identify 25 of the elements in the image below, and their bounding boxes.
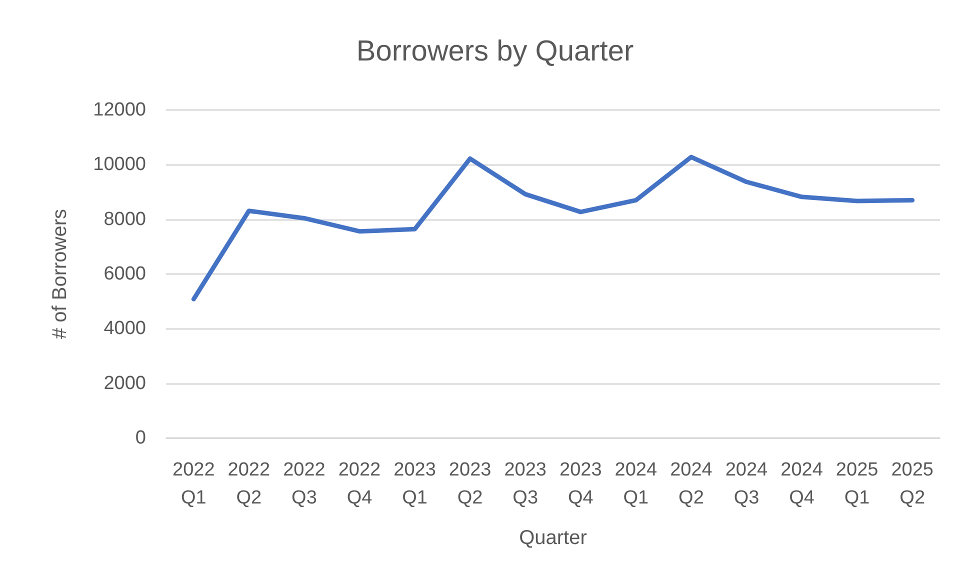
y-tick-label: 10000 [93,154,146,176]
y-tick-label: 2000 [104,372,146,394]
x-tick-label: 2022 Q4 [338,460,381,508]
y-tick-label: 4000 [104,318,146,340]
x-tick-label: 2022 Q2 [228,460,270,508]
x-tick-label: 2023 Q1 [394,460,436,508]
x-tick-label: 2022 Q3 [283,460,326,508]
x-tick-label: 2024 Q3 [725,460,768,508]
y-tick-label: 6000 [104,264,146,284]
y-tick-label: 8000 [104,208,146,230]
x-tick-label: 2024 Q1 [614,460,658,508]
x-axis-title: Quarter [519,527,588,549]
y-axis-title: # of Borrowers [49,208,71,340]
x-tick-label: 2023 Q3 [504,460,546,508]
y-tick-label: 12000 [93,100,146,120]
x-tick-label: 2025 Q1 [836,460,878,508]
x-tick-label: 2023 Q4 [560,460,602,508]
x-tick-label: 2024 Q2 [670,460,713,508]
line-series [191,154,915,302]
x-tick-label: 2023 Q2 [448,460,492,508]
x-tick-label: 2022 Q1 [172,460,215,508]
y-tick-label: 0 [135,428,146,448]
x-tick-label: 2024 Q4 [780,460,824,508]
chart-title: Borrowers by Quarter [356,36,634,68]
x-tick-label: 2025 Q2 [891,460,934,508]
